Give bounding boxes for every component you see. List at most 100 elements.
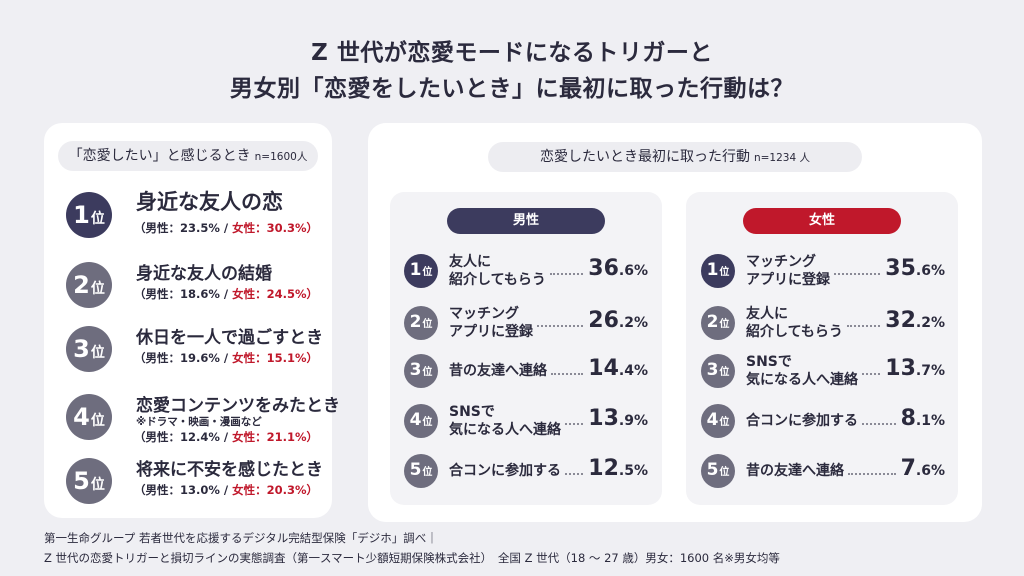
percent-integer: 35	[885, 256, 916, 281]
rank-suffix: 位	[719, 367, 730, 378]
male-rank-2-percent: 26.2%	[588, 308, 648, 333]
male-rank-4-percent: 13.9%	[588, 406, 648, 431]
male-rank-5-label: 合コンに参加する	[449, 462, 561, 480]
female-value: 女性：30.3%）	[232, 221, 319, 235]
female-panel: 女性	[686, 192, 958, 505]
trigger-rank-1-values: （男性：23.5% / 女性：30.3%）	[134, 220, 318, 236]
female-rank-1-label: マッチングアプリに登録	[746, 253, 830, 289]
label-line-2: アプリに登録	[746, 272, 830, 288]
female-rank-1-leader-dots	[834, 273, 880, 275]
percent-integer: 32	[885, 308, 916, 333]
female-rank-5-row: 5 位昔の友達へ連絡 7.6%	[701, 446, 945, 496]
page-title-line-1: Z 世代が恋愛モードになるトリガーと	[311, 40, 713, 66]
label-line-1: 昔の友達へ連絡	[746, 463, 844, 479]
label-line-1: 合コンに参加する	[449, 463, 561, 479]
female-rank-1-percent: 35.6%	[885, 256, 945, 281]
label-line-2: 紹介してもらう	[449, 272, 546, 288]
male-rank-5-leader-dots	[565, 473, 583, 475]
percent-integer: 12	[588, 456, 619, 481]
female-value: 女性：20.3%）	[232, 483, 319, 497]
male-value: （男性：23.5% /	[134, 221, 233, 235]
rank-number: 2	[706, 312, 719, 332]
female-value: 女性：15.1%）	[232, 351, 319, 365]
female-rank-2-label: 友人に紹介してもらう	[746, 305, 843, 341]
percent-integer: 13	[588, 406, 619, 431]
male-rank-3-percent: 14.4%	[588, 356, 648, 381]
male-rank-1-row: 1 位友人に 紹介してもらう 36.6%	[404, 246, 648, 296]
male-label: 男性	[447, 208, 605, 234]
rank-number: 4	[73, 403, 90, 431]
female-rank-4-leader-dots	[862, 423, 896, 425]
female-rank-5-percent: 7.6%	[901, 456, 945, 481]
rank-number: 1	[706, 260, 719, 280]
first-action-title: 恋愛したいとき最初に取った行動	[539, 149, 750, 165]
rank-number: 4	[706, 410, 719, 430]
label-line-2: アプリに登録	[449, 324, 533, 340]
rank-number: 2	[409, 312, 422, 332]
rank-number: 4	[409, 410, 422, 430]
rank-suffix: 位	[90, 211, 105, 227]
male-rank-2-row: 2 位マッチング アプリに登録 26.2%	[404, 298, 648, 348]
rank-suffix: 位	[719, 417, 730, 428]
rank-number: 3	[409, 360, 422, 380]
female-rank-3-row: 3 位 SNSで 気になる人へ連絡 13.7%	[701, 346, 945, 396]
male-rank-2-leader-dots	[537, 325, 583, 327]
label-line-1: マッチング	[746, 254, 816, 270]
percent-decimal: .9%	[618, 413, 648, 429]
label-line-1: マッチング	[449, 306, 519, 322]
rank-number: 5	[409, 460, 422, 480]
female-rank-5-label: 昔の友達へ連絡	[746, 462, 844, 480]
male-value: （男性：18.6% /	[134, 287, 233, 301]
rank-number: 3	[706, 360, 719, 380]
percent-decimal: .5%	[618, 463, 648, 479]
rank-number: 5	[73, 467, 90, 495]
female-rank-2-row: 2 位 友人に紹介してもらう 32.2%	[701, 298, 945, 348]
trigger-rank-4-values: （男性：12.4% / 女性：21.1%）	[134, 429, 318, 445]
rank-suffix: 位	[719, 267, 730, 278]
rank-suffix: 位	[90, 281, 105, 297]
label-line-1: 友人に	[746, 306, 788, 322]
male-rank-3-leader-dots	[551, 373, 583, 375]
rank-suffix: 位	[719, 319, 730, 330]
rank-number: 1	[73, 201, 90, 229]
source-line-2: Z 世代の恋愛トリガーと損切ラインの実態調査（第一スマート少額短期保険株式会社）…	[44, 551, 780, 565]
rank-number: 1	[409, 260, 422, 280]
rank-suffix: 位	[422, 267, 433, 278]
male-rank-3-row: 3 位昔の友達へ連絡 14.4%	[404, 346, 648, 396]
label-line-2: 気になる人へ連絡	[746, 372, 858, 388]
rank-suffix: 位	[422, 367, 433, 378]
percent-decimal: .4%	[618, 363, 648, 379]
label-line-1: 昔の友達へ連絡	[449, 363, 547, 379]
male-rank-1-percent: 36.6%	[588, 256, 648, 281]
female-rank-2-percent: 32.2%	[885, 308, 945, 333]
male-rank-4-leader-dots	[565, 423, 583, 425]
female-rank-4-row: 4 位合コンに参加する 8.1%	[701, 396, 945, 446]
rank-suffix: 位	[422, 319, 433, 330]
first-action-n: n=1234 人	[753, 152, 810, 164]
female-label: 女性	[743, 208, 901, 234]
percent-integer: 26	[588, 308, 619, 333]
female-rank-5-leader-dots	[848, 473, 896, 475]
label-line-2: 紹介してもらう	[746, 324, 843, 340]
male-rank-1-leader-dots	[549, 273, 583, 275]
percent-decimal: .7%	[915, 363, 945, 379]
label-line-1: 合コンに参加する	[746, 413, 858, 429]
label-line-1: SNSで	[746, 354, 792, 370]
female-rank-4-label: 合コンに参加する	[746, 412, 858, 430]
trigger-rank-3-label: 休日を一人で過ごすとき	[136, 328, 324, 348]
male-rank-3-label: 昔の友達へ連絡	[449, 362, 547, 380]
percent-decimal: .2%	[618, 315, 648, 331]
percent-decimal: .6%	[618, 263, 648, 279]
percent-decimal: .6%	[915, 463, 945, 479]
source-line-1: 第一生命グループ 若者世代を応援するデジタル完結型保険「デジホ」調べ｜	[44, 531, 438, 545]
trigger-ranking-header: 「恋愛したい」と感じるとき n=1600人	[58, 141, 318, 171]
percent-decimal: .6%	[915, 263, 945, 279]
rank-suffix: 位	[90, 345, 105, 361]
female-rank-3-leader-dots	[862, 373, 880, 375]
